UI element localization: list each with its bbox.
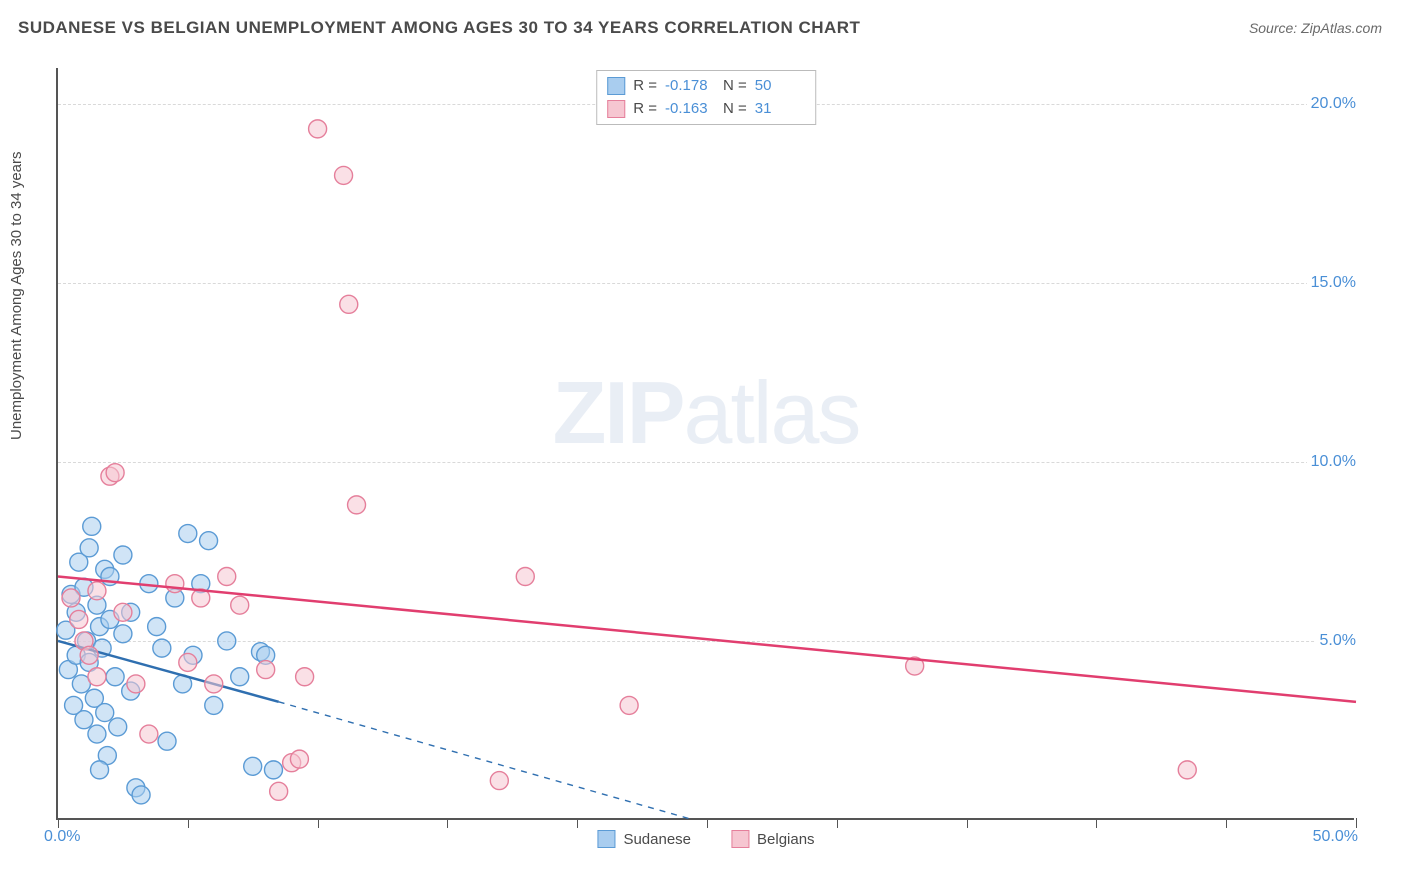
data-point <box>106 668 124 686</box>
data-point <box>179 525 197 543</box>
data-point <box>231 668 249 686</box>
data-point <box>1178 761 1196 779</box>
data-point <box>127 675 145 693</box>
y-axis-label: Unemployment Among Ages 30 to 34 years <box>8 151 25 440</box>
data-point <box>140 725 158 743</box>
x-tick <box>188 818 189 828</box>
swatch-belgians <box>607 100 625 118</box>
data-point <box>205 696 223 714</box>
data-point <box>218 632 236 650</box>
legend-row-belgians: R = -0.163 N = 31 <box>607 98 805 121</box>
x-tick <box>318 818 319 828</box>
data-point <box>348 496 366 514</box>
data-point <box>166 575 184 593</box>
data-point <box>340 295 358 313</box>
x-tick <box>837 818 838 828</box>
data-point <box>244 757 262 775</box>
data-point <box>335 166 353 184</box>
data-point <box>179 653 197 671</box>
data-point <box>62 589 80 607</box>
data-point <box>88 725 106 743</box>
data-point <box>231 596 249 614</box>
data-point <box>132 786 150 804</box>
data-point <box>80 646 98 664</box>
x-tick <box>577 818 578 828</box>
data-point <box>114 546 132 564</box>
x-tick <box>58 818 59 828</box>
x-axis-min-label: 0.0% <box>44 828 80 846</box>
x-axis-max-label: 50.0% <box>1313 828 1358 846</box>
legend-item-sudanese: Sudanese <box>597 830 691 848</box>
data-point <box>70 610 88 628</box>
data-point <box>106 464 124 482</box>
data-point <box>516 567 534 585</box>
chart-title: SUDANESE VS BELGIAN UNEMPLOYMENT AMONG A… <box>18 18 860 38</box>
data-point <box>153 639 171 657</box>
data-point <box>490 772 508 790</box>
data-point <box>75 711 93 729</box>
data-point <box>309 120 327 138</box>
regression-line-extrapolated <box>279 702 694 820</box>
legend-item-belgians: Belgians <box>731 830 815 848</box>
data-point <box>80 539 98 557</box>
data-point <box>158 732 176 750</box>
x-tick <box>967 818 968 828</box>
legend-row-sudanese: R = -0.178 N = 50 <box>607 75 805 98</box>
data-point <box>88 668 106 686</box>
swatch-belgians-bottom <box>731 830 749 848</box>
data-point <box>218 567 236 585</box>
data-point <box>270 782 288 800</box>
data-point <box>96 704 114 722</box>
series-legend: Sudanese Belgians <box>597 830 814 848</box>
x-tick <box>1356 818 1357 828</box>
data-point <box>200 532 218 550</box>
data-point <box>88 582 106 600</box>
scatter-svg <box>58 68 1354 818</box>
regression-line <box>58 576 1356 701</box>
chart-plot-area: ZIPatlas 5.0%10.0%15.0%20.0% R = -0.178 … <box>56 68 1354 820</box>
data-point <box>296 668 314 686</box>
x-tick <box>447 818 448 828</box>
data-point <box>83 517 101 535</box>
correlation-legend: R = -0.178 N = 50 R = -0.163 N = 31 <box>596 70 816 125</box>
source-attribution: Source: ZipAtlas.com <box>1249 20 1382 36</box>
data-point <box>109 718 127 736</box>
data-point <box>290 750 308 768</box>
data-point <box>264 761 282 779</box>
data-point <box>114 625 132 643</box>
data-point <box>205 675 223 693</box>
data-point <box>257 661 275 679</box>
x-tick <box>1096 818 1097 828</box>
data-point <box>620 696 638 714</box>
data-point <box>91 761 109 779</box>
data-point <box>114 603 132 621</box>
x-tick <box>1226 818 1227 828</box>
data-point <box>148 618 166 636</box>
x-tick <box>707 818 708 828</box>
swatch-sudanese <box>607 77 625 95</box>
swatch-sudanese-bottom <box>597 830 615 848</box>
